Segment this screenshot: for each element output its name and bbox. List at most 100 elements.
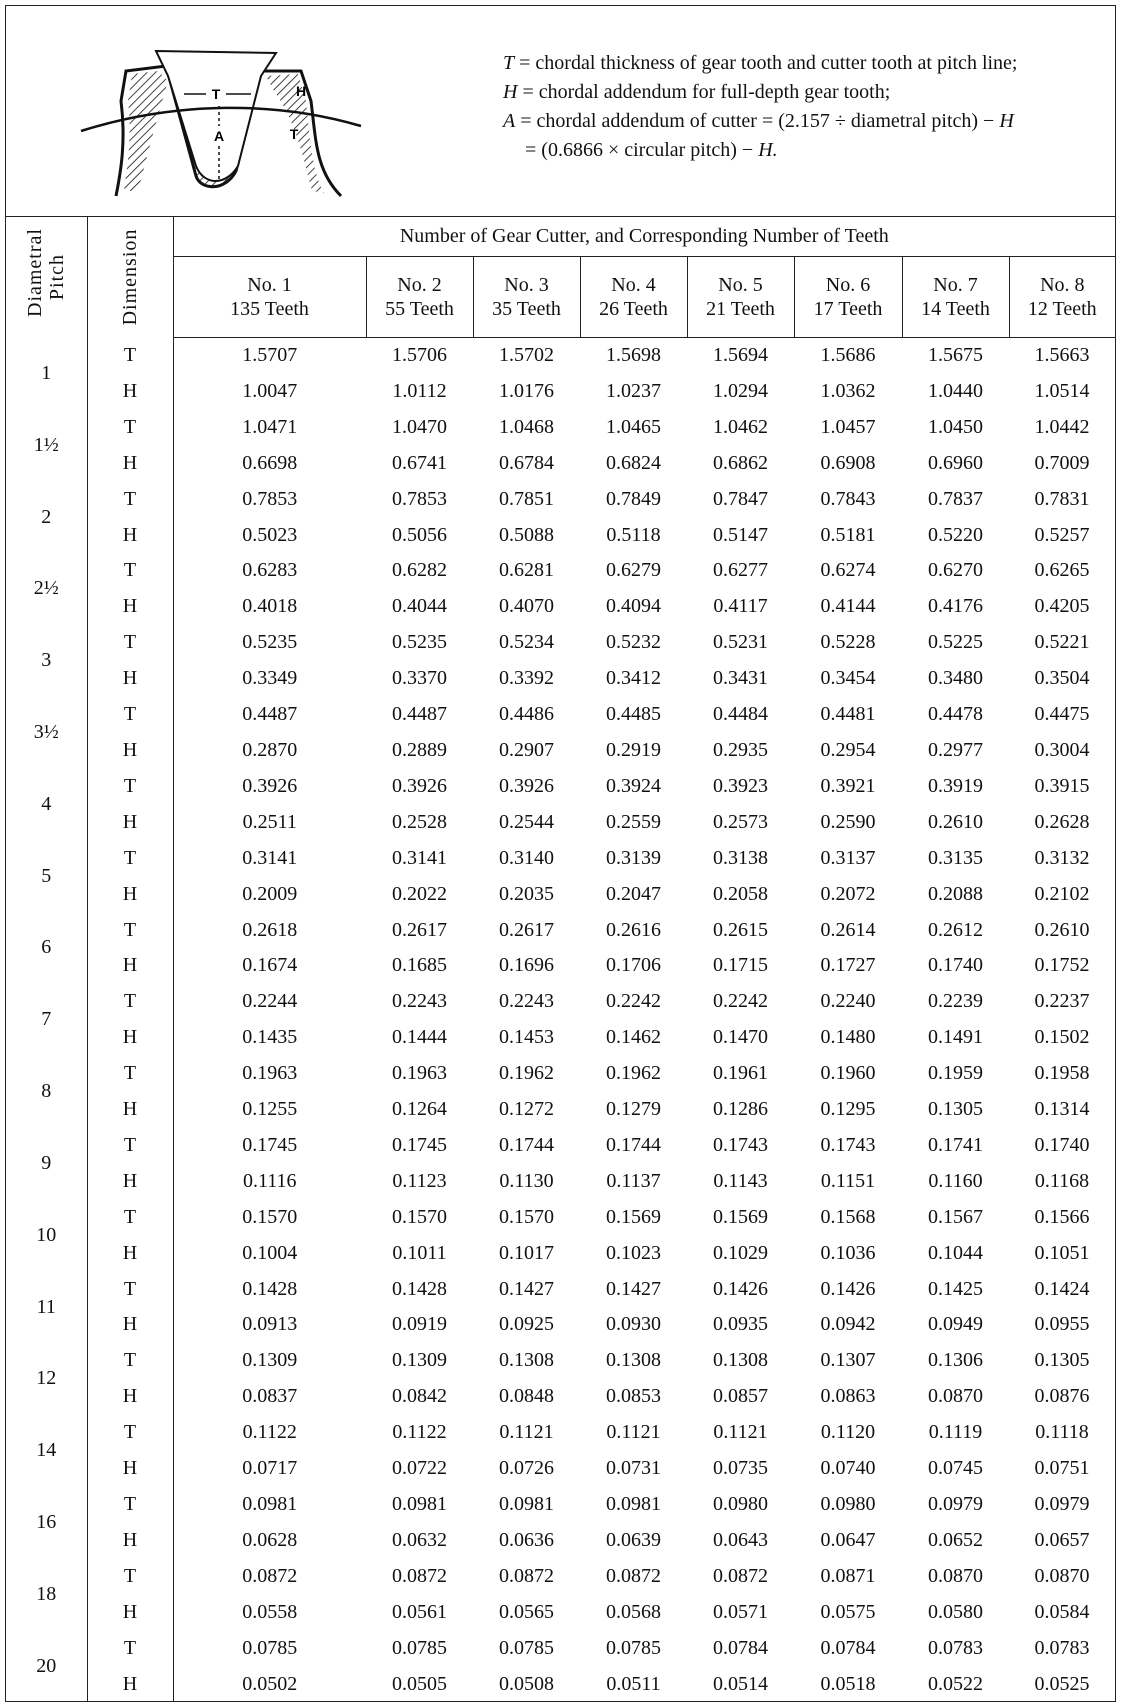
value-cell: 0.3141 (242, 846, 298, 869)
table-row: H 0.1435 0.1444 0.1453 0.1462 0.1470 0.1480 0.1… (6, 1020, 1115, 1057)
dimension-cell: H (87, 732, 174, 769)
value-cell: 0.6277 (713, 559, 768, 582)
value-cell: 0.1426 (713, 1277, 768, 1300)
value-cell: 0.1120 (820, 1421, 876, 1444)
gear-cutter-table-sheet: T H A T T = chordal thickness of gear to… (5, 5, 1116, 1703)
value-cell: 0.0584 (1034, 1600, 1090, 1623)
value-cell: 0.0848 (499, 1385, 554, 1408)
value-cell: 0.1444 (392, 1026, 447, 1049)
table-row: 3½ T 0.4487 0.4487 0.4486 0.4485 0.4484 0.4481 0… (6, 697, 1115, 769)
value-cell: 0.0785 (606, 1636, 661, 1659)
dimension-cell: T (87, 697, 174, 733)
value-cell: 0.0842 (392, 1385, 447, 1408)
value-cell: 0.2919 (606, 738, 661, 761)
value-cell: 0.2617 (499, 918, 554, 941)
value-cell: 0.1426 (820, 1277, 876, 1300)
table-row: 8 T 0.1963 0.1963 0.1962 0.1962 0.1961 0.1960 0.… (6, 1056, 1115, 1128)
value-cell: 0.3138 (713, 846, 768, 869)
teeth-count: 35 Teeth (492, 298, 561, 320)
diametral-pitch-cell: 9 (6, 1127, 88, 1200)
table-row: 12 T 0.1309 0.1309 0.1308 0.1308 0.1308 0.1307 0… (6, 1343, 1115, 1416)
value-cell: 0.3431 (713, 667, 768, 690)
table-row: H 0.1116 0.1123 0.1130 0.1137 0.1143 0.1151 0.1… (6, 1163, 1115, 1200)
dimension-cell: T (87, 337, 174, 374)
dimension-cell: H (87, 1020, 174, 1057)
diametral-pitch-cell: 8 (6, 1056, 88, 1128)
column-header-no-7: No. 7 14 Teeth (902, 256, 1010, 338)
legend-text-t: = chordal thickness of gear tooth and cu… (514, 52, 1018, 74)
value-cell: 0.2889 (392, 738, 447, 761)
table-row: 10 T 0.1570 0.1570 0.1570 0.1569 0.1569 0.1568 0… (6, 1199, 1115, 1272)
value-cell: 0.7837 (928, 487, 983, 510)
value-cell: 0.2628 (1034, 810, 1090, 833)
value-cell: 0.2573 (713, 810, 768, 833)
value-cell: 0.1744 (499, 1133, 554, 1156)
value-cell: 0.2954 (820, 738, 876, 761)
diametral-pitch-cell: 12 (6, 1343, 88, 1416)
legend-line-t: T = chordal thickness of gear tooth and … (503, 49, 1017, 78)
value-cell: 0.2035 (499, 882, 554, 905)
value-cell: 0.3141 (392, 846, 447, 869)
table-row: H 0.0558 0.0561 0.0565 0.0568 0.0571 0.0575 0.0… (6, 1594, 1115, 1631)
value-cell: 0.1255 (242, 1098, 298, 1121)
value-cell: 0.1151 (820, 1169, 876, 1192)
table-row: 11 T 0.1428 0.1428 0.1427 0.1427 0.1426 0.1426 0… (6, 1271, 1115, 1344)
teeth-count: 21 Teeth (706, 298, 775, 320)
value-cell: 0.1715 (713, 954, 768, 977)
value-cell: 0.0522 (928, 1672, 983, 1695)
value-cell: 0.5181 (820, 523, 876, 546)
value-cell: 0.0502 (242, 1672, 298, 1695)
table-row: 6 T 0.2618 0.2617 0.2617 0.2616 0.2615 0.2614 0.… (6, 912, 1115, 985)
value-cell: 1.0294 (713, 379, 768, 402)
value-cell: 0.1959 (928, 1062, 983, 1085)
legend-line-h: H = chordal addendum for full-depth gear… (503, 78, 1017, 107)
value-cell: 0.2242 (713, 990, 768, 1013)
value-cell: 0.1491 (928, 1026, 983, 1049)
value-cell: 0.5231 (713, 631, 768, 654)
value-cell: 0.4205 (1034, 595, 1090, 618)
value-cell: 0.4487 (392, 703, 447, 726)
value-cell: 0.0955 (1034, 1313, 1090, 1336)
column-header-no-5: No. 5 21 Teeth (687, 256, 795, 338)
value-cell: 0.1428 (392, 1277, 447, 1300)
value-cell: 0.7009 (1034, 451, 1090, 474)
value-cell: 0.2058 (713, 882, 768, 905)
value-cell: 1.5702 (499, 344, 554, 366)
value-cell: 0.1306 (928, 1349, 983, 1372)
value-cell: 0.0632 (392, 1528, 447, 1551)
value-cell: 0.6784 (499, 451, 554, 474)
value-cell: 0.0726 (499, 1457, 554, 1480)
value-cell: 0.4481 (820, 703, 876, 726)
value-cell: 0.1566 (1034, 1205, 1090, 1228)
table-row: 4 T 0.3926 0.3926 0.3926 0.3924 0.3923 0.3921 0.… (6, 768, 1115, 841)
value-cell: 0.1963 (242, 1062, 298, 1085)
teeth-count: 55 Teeth (385, 298, 454, 320)
value-cell: 0.4486 (499, 703, 554, 726)
value-cell: 0.2009 (242, 882, 298, 905)
value-cell: 0.0783 (928, 1636, 983, 1659)
value-cell: 0.0639 (606, 1528, 661, 1551)
value-cell: 0.0872 (499, 1564, 554, 1587)
value-cell: 0.5232 (606, 631, 661, 654)
dimension-cell: H (87, 373, 174, 410)
value-cell: 1.0047 (242, 379, 298, 402)
table-row: 18 T 0.0872 0.0872 0.0872 0.0872 0.0872 0.0871 0… (6, 1558, 1115, 1631)
value-cell: 0.1044 (928, 1241, 983, 1264)
value-cell: 0.7831 (1034, 487, 1090, 510)
column-header-no-6: No. 6 17 Teeth (794, 256, 903, 338)
diametral-pitch-cell: 3 (6, 625, 88, 698)
value-cell: 0.5023 (242, 523, 298, 546)
dimension-cell: T (87, 912, 174, 949)
value-cell: 0.0783 (1034, 1636, 1090, 1659)
value-cell: 0.0784 (820, 1636, 876, 1659)
value-cell: 0.1706 (606, 954, 661, 977)
value-cell: 0.1314 (1034, 1098, 1090, 1121)
value-cell: 0.0872 (392, 1564, 447, 1587)
value-cell: 0.0647 (820, 1528, 876, 1551)
value-cell: 0.0580 (928, 1600, 983, 1623)
value-cell: 0.1963 (392, 1062, 447, 1085)
value-cell: 0.0565 (499, 1600, 554, 1623)
value-cell: 0.2088 (928, 882, 983, 905)
dimension-cell: H (87, 1451, 174, 1487)
value-cell: 0.1168 (1034, 1169, 1090, 1192)
